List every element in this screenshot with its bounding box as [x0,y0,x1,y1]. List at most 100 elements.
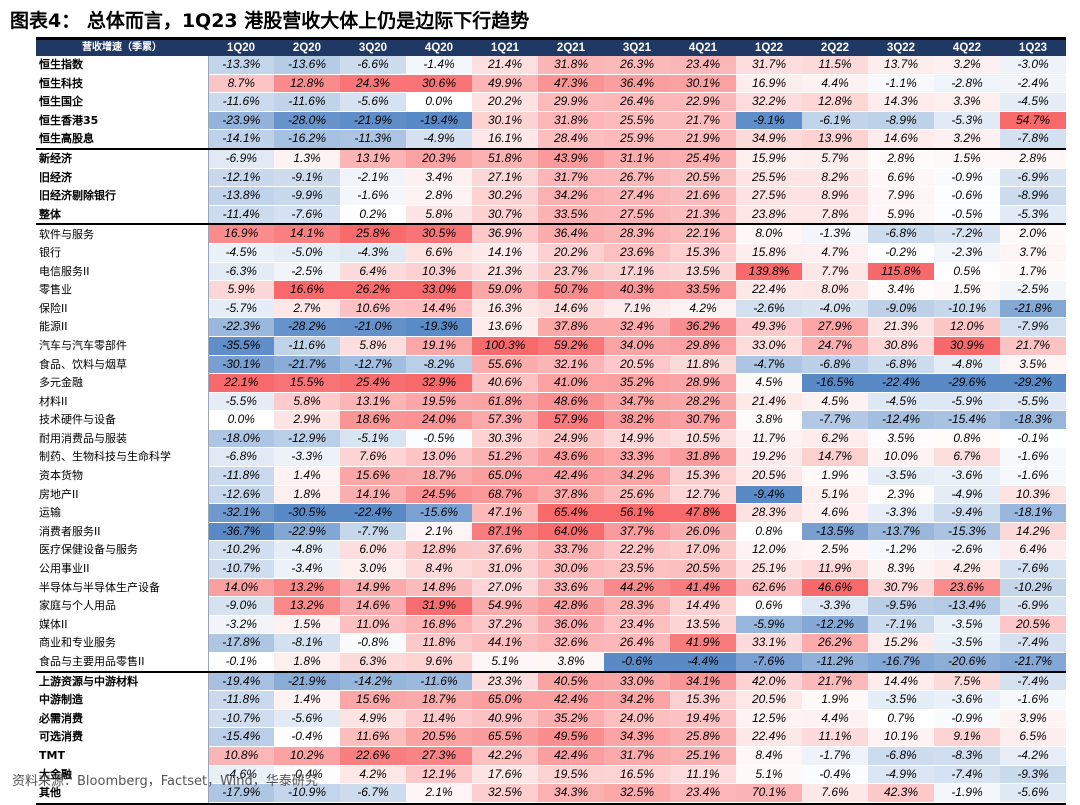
heat-cell: -11.8% [208,466,274,486]
table-row: 旧经济 -12.1% -9.1% -2.1% 3.4% 27.1% 31.7% 26.7% 20… [36,168,1066,188]
heat-cell: 4.2% [934,559,1000,579]
heat-cell: -10.2% [208,540,274,561]
heat-cell: 25.9% [604,129,670,150]
table-row: 整体 -11.4% -7.6% 0.2% 5.8% 30.7% 33.5% 27.5% 21.3… [36,205,1066,225]
heat-cell: 12.0% [736,540,802,561]
table-row: 银行 -4.5% -5.0% -4.3% 6.6% 14.1% 20.2% 23.6% 15.3… [36,243,1066,263]
heat-cell: 37.2% [472,615,538,635]
heat-cell: 25.1% [670,746,736,766]
heat-cell: 139.8% [736,262,802,282]
heat-cell: 50.7% [538,280,604,300]
heat-cell: -9.3% [1000,765,1066,785]
heat-cell: 47.1% [472,503,538,523]
heatmap-table-container: 营收增速（季累） 1Q20 2Q20 3Q20 4Q20 1Q21 2Q21 3Q21 4Q2… [36,40,1066,803]
heat-cell: -4.5% [868,392,934,412]
heat-cell: 4.4% [802,74,868,94]
heat-cell: 33.0% [604,670,670,692]
heat-cell: 20.5% [406,727,472,747]
heat-cell: 27.9% [802,317,868,337]
heat-cell: 5.1% [472,652,538,673]
heat-cell: -10.2% [1000,578,1066,598]
heat-cell: 47.3% [538,74,604,94]
row-label: 医疗保健设备与服务 [36,540,209,560]
heat-cell: -1.6% [1000,690,1066,710]
heat-cell: 12.7% [670,485,736,505]
heat-cell: 26.3% [604,56,670,75]
row-label: 材料II [36,392,209,411]
column-header-row: 营收增速（季累） 1Q20 2Q20 3Q20 4Q20 1Q21 2Q21 3Q21 4Q2… [36,40,1066,56]
heat-cell: 30.8% [868,336,934,356]
heat-cell: 30.3% [472,429,538,449]
table-row: 恒生科技 8.7% 12.8% 24.3% 30.6% 49.9% 47.3% 36.4% 30… [36,74,1066,94]
heat-cell: 24.0% [406,410,472,430]
heat-cell: -13.7% [868,522,934,542]
heat-cell: 25.8% [670,727,736,747]
heat-cell: -12.6% [208,485,274,505]
heat-cell: -7.6% [736,652,802,673]
heat-cell: 3.8% [538,652,604,673]
row-label: 恒生指数 [36,56,209,75]
heat-cell: -0.4% [802,765,868,785]
heat-cell: -4.3% [340,243,406,263]
heat-cell: -4.4% [670,652,736,673]
heat-cell: 27.1% [472,168,538,188]
heat-cell: 16.9% [208,223,274,244]
heat-cell: 38.2% [604,410,670,430]
row-label: 旧经济剔除银行 [36,186,209,206]
heat-cell: 11.1% [802,727,868,747]
heat-cell: -5.9% [736,615,802,635]
row-label: 恒生科技 [36,74,209,93]
heat-cell: 12.0% [934,317,1000,337]
heat-cell: 42.2% [472,746,538,766]
heat-cell: -1.1% [868,74,934,94]
heat-cell: 23.6% [934,578,1000,598]
heat-cell: 41.0% [538,373,604,393]
heat-cell: 3.8% [736,410,802,430]
heat-cell: -29.6% [934,373,1000,393]
heat-cell: 22.4% [736,280,802,300]
column-header-2Q20: 2Q20 [274,40,340,56]
figure-title: 图表4： 总体而言，1Q23 港股营收大体上仍是边际下行趋势 [10,10,530,32]
row-label: 恒生香港35 [36,111,209,130]
heat-cell: 1.8% [274,652,340,673]
row-label: 资本货物 [36,466,209,486]
heat-cell: 33.1% [736,633,802,653]
heat-cell: -17.8% [208,633,274,653]
heatmap-table: 营收增速（季累） 1Q20 2Q20 3Q20 4Q20 1Q21 2Q21 3Q21 4Q2… [36,40,1066,803]
heat-cell: -2.4% [1000,74,1066,94]
heat-cell: 11.8% [406,633,472,653]
heat-cell: -23.9% [208,111,274,131]
heat-cell: -6.8% [868,355,934,375]
heat-cell: -6.8% [802,355,868,375]
heat-cell: -0.5% [406,429,472,449]
row-label: 商业和专业服务 [36,633,209,653]
table-row: 运输 -32.1% -30.5% -22.4% -15.6% 47.1% 65.4% 56.1… [36,503,1066,523]
heat-cell: -6.8% [868,746,934,766]
heat-cell: 22.1% [670,223,736,244]
heat-cell: 22.6% [340,746,406,766]
heat-cell: 43.9% [538,147,604,169]
heat-cell: 115.8% [868,262,934,282]
row-label: 技术硬件与设备 [36,410,209,430]
heat-cell: 10.1% [868,727,934,747]
heat-cell: 100.3% [472,336,538,356]
heat-cell: -1.7% [802,746,868,766]
row-label: 制药、生物科技与生命科学 [36,447,209,467]
heat-cell: 11.5% [802,56,868,75]
heat-cell: -5.6% [340,92,406,112]
heat-cell: 14.2% [1000,522,1066,542]
heat-cell: 29.8% [670,336,736,356]
heat-cell: -0.4% [274,765,340,785]
heat-cell: 5.8% [274,392,340,412]
heat-cell: -7.7% [802,410,868,430]
heat-cell: -11.6% [274,336,340,356]
heat-cell: -7.4% [934,765,1000,785]
heat-cell: -4.6% [208,765,274,785]
heat-cell: -10.7% [208,559,274,579]
heat-cell: 6.2% [802,429,868,449]
heat-cell: 29.9% [538,92,604,112]
heat-cell: 5.8% [340,336,406,356]
heat-cell: 14.9% [604,429,670,449]
heat-cell: -9.1% [274,168,340,188]
heat-cell: -3.5% [934,633,1000,653]
